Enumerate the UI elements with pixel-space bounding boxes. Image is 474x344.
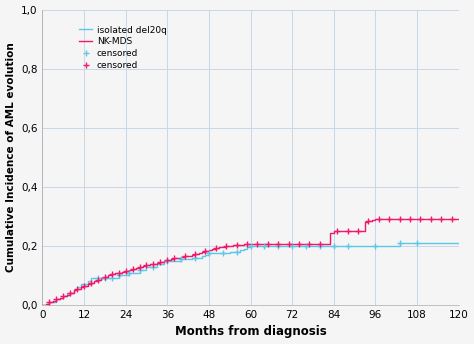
X-axis label: Months from diagnosis: Months from diagnosis bbox=[174, 325, 327, 338]
Legend: isolated del20q, NK-MDS, censored, censored: isolated del20q, NK-MDS, censored, censo… bbox=[76, 23, 170, 73]
Y-axis label: Cumulative Incidence of AML evolution: Cumulative Incidence of AML evolution bbox=[6, 42, 16, 272]
